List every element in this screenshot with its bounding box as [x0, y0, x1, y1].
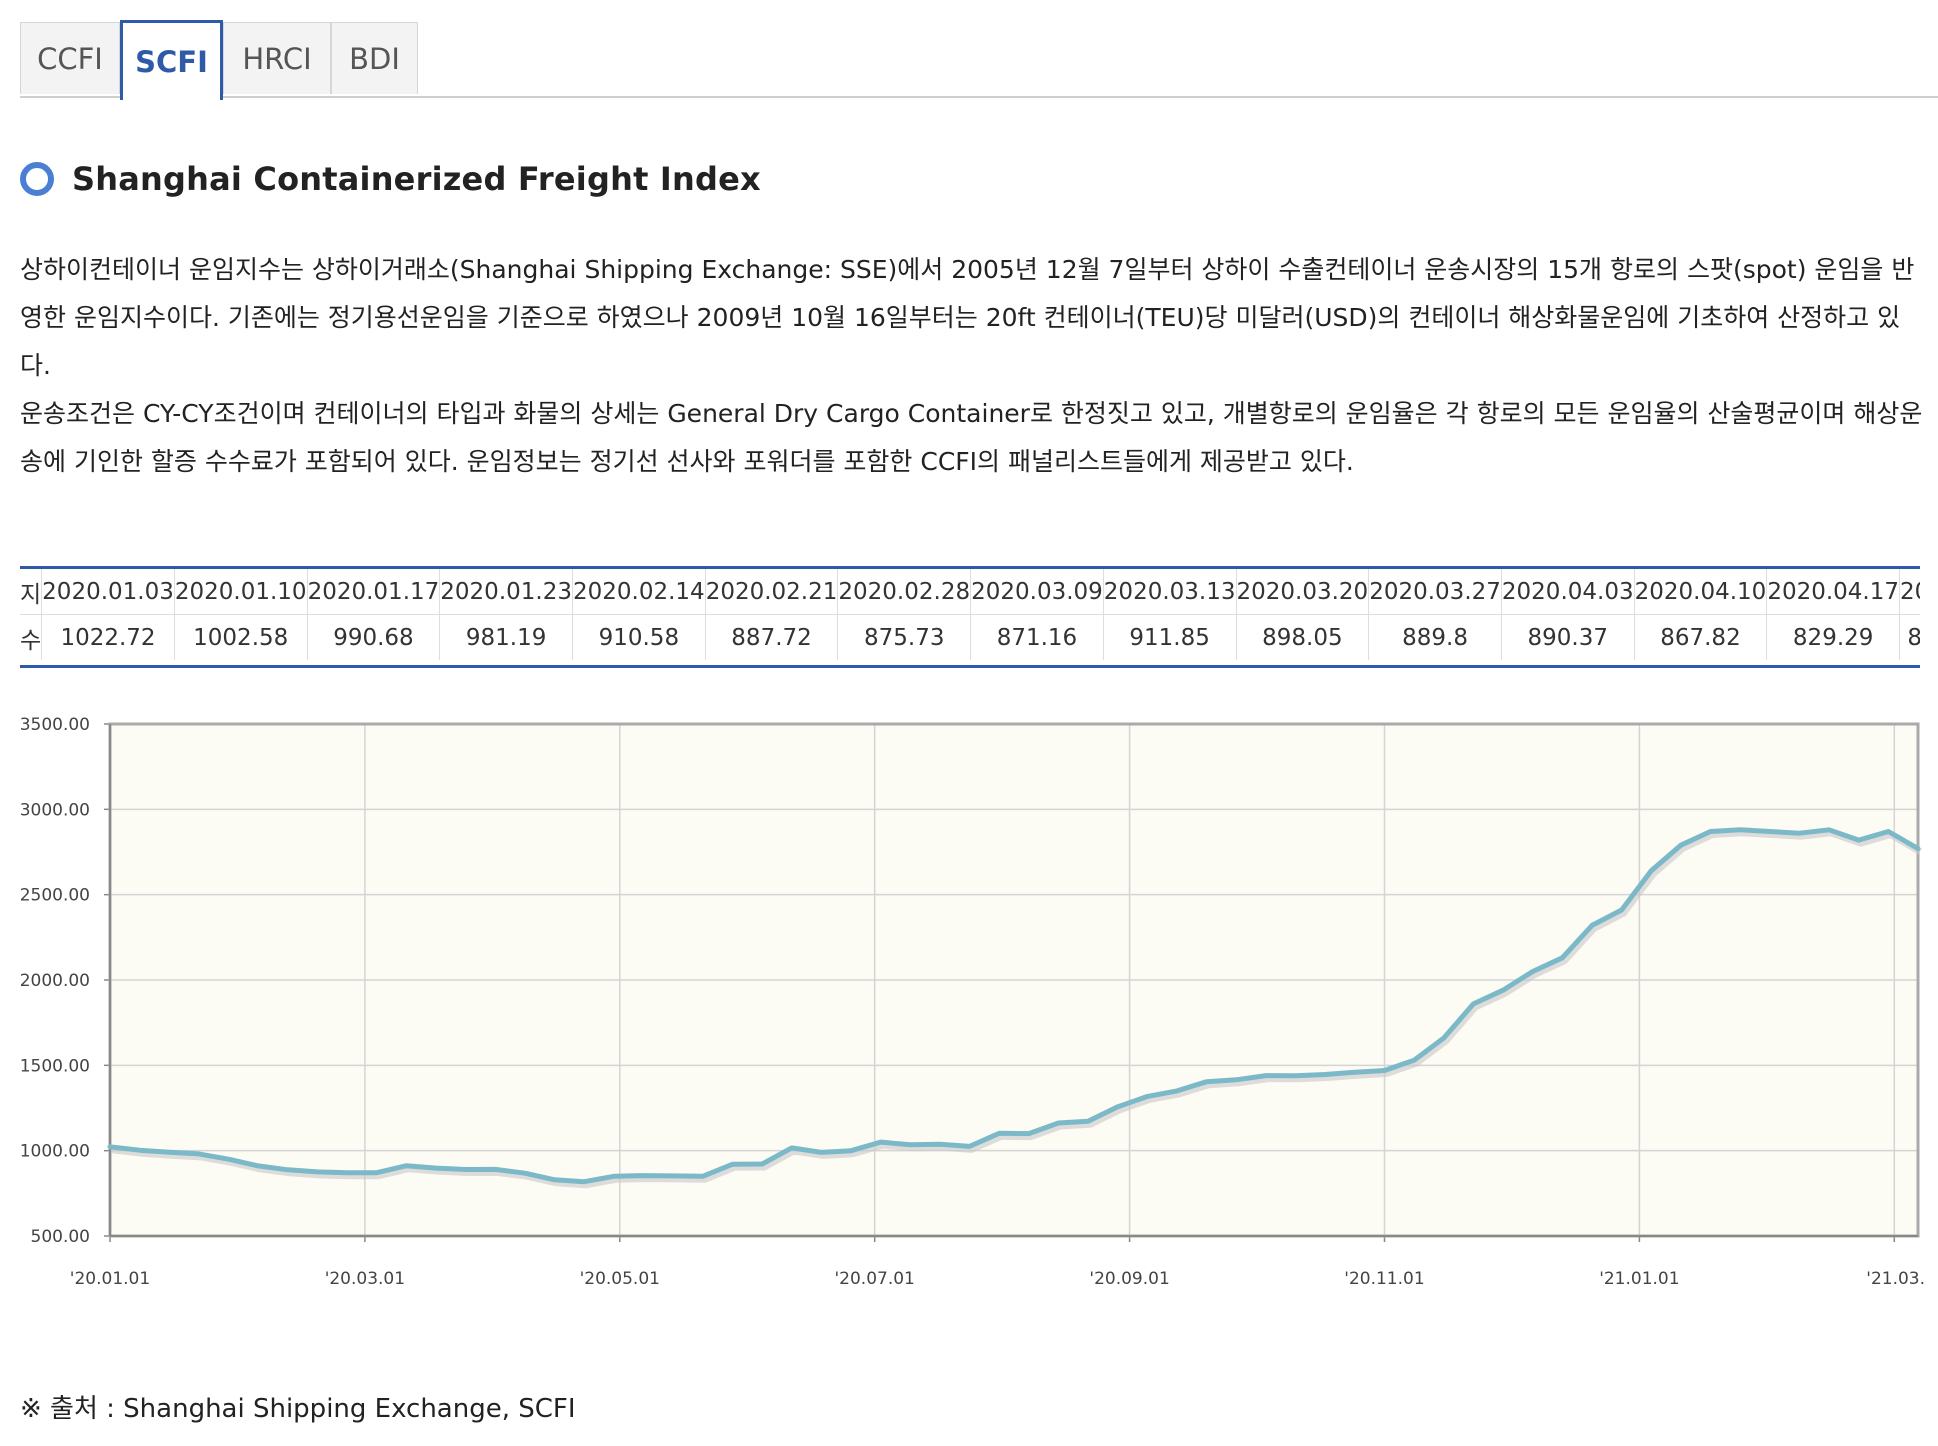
table-date-cell: 2020.01.03	[41, 569, 175, 615]
table-date-cell: 2020.01.17	[307, 569, 441, 615]
index-table: 지 2020.01.03 2020.01.10 2020.01.17 2020.01.…	[20, 566, 1920, 668]
description-paragraph-2: 운송조건은 CY-CY조건이며 컨테이너의 타입과 화물의 상세는 Genera…	[20, 399, 1923, 476]
table-date-cell: 2020.02.14	[572, 569, 706, 615]
table-value-cell: 1022.72	[41, 614, 175, 660]
y-tick-label: 3000.00	[20, 800, 90, 820]
table-value-cell: 829.29	[1766, 614, 1901, 660]
table-value-cell: 910.58	[572, 614, 706, 660]
table-value-cell: 871.16	[970, 614, 1104, 660]
table-date-cell: 2020.04.10	[1634, 569, 1768, 615]
section-heading: Shanghai Containerized Freight Index	[20, 160, 761, 198]
circle-bullet-icon	[20, 162, 54, 196]
x-tick-label: '20.11.01	[1344, 1269, 1424, 1289]
tab-scfi[interactable]: SCFI	[120, 20, 223, 100]
y-tick-label: 2000.00	[20, 971, 90, 991]
scfi-line-chart: 3500.00 3000.00 2500.00 2000.00 1500.00 1000.…	[20, 715, 1925, 1289]
description: 상하이컨테이너 운임지수는 상하이거래소(Shanghai Shipping E…	[20, 246, 1925, 486]
table-date-cell: 2020.01.10	[174, 569, 308, 615]
table-value-cell: 875.73	[837, 614, 972, 660]
table-date-cell: 2020.02.21	[705, 569, 839, 615]
table-value-cell: 818.16	[1899, 614, 1920, 660]
y-tick-label: 3500.00	[20, 715, 90, 735]
table-date-cell: 2020.02.28	[837, 569, 972, 615]
y-tick-label: 1000.00	[20, 1142, 90, 1162]
table-date-cell: 2020.04.03	[1501, 569, 1635, 615]
table-date-cell: 2020.03.20	[1236, 569, 1370, 615]
series-line-shadow	[111, 829, 1922, 1189]
x-tick-label: '20.07.01	[834, 1269, 914, 1289]
table-value-cell: 898.05	[1236, 614, 1370, 660]
table-value-cell: 890.37	[1501, 614, 1635, 660]
tab-ccfi[interactable]: CCFI	[20, 22, 120, 94]
x-tick-label: '20.03.01	[325, 1269, 405, 1289]
table-value-cell: 1002.58	[174, 614, 308, 660]
y-tick-label: 500.00	[31, 1227, 90, 1247]
table-value-cell: 887.72	[705, 614, 839, 660]
x-tick-label: '20.01.01	[70, 1269, 150, 1289]
table-value-cell: 889.8	[1368, 614, 1502, 660]
x-tick-label: '20.09.01	[1089, 1269, 1169, 1289]
y-tick-label: 1500.00	[20, 1056, 90, 1076]
table-date-cell: 2020.04.17	[1766, 569, 1901, 615]
table-date-cell: 2020.03.09	[970, 569, 1104, 615]
table-header-bottom: 수	[20, 614, 43, 660]
table-value-cell: 867.82	[1634, 614, 1768, 660]
source-note: ※ 출처 : Shanghai Shipping Exchange, SCFI	[20, 1394, 576, 1424]
table-value-cell: 911.85	[1103, 614, 1237, 660]
table-value-cell: 981.19	[439, 614, 573, 660]
description-paragraph-1: 상하이컨테이너 운임지수는 상하이거래소(Shanghai Shipping E…	[20, 255, 1915, 380]
x-tick-label: '21.01.01	[1599, 1269, 1679, 1289]
tab-bdi[interactable]: BDI	[331, 22, 418, 94]
tab-hrci[interactable]: HRCI	[223, 22, 331, 94]
table-date-cell: 2020.03.27	[1368, 569, 1502, 615]
index-tabs: CCFI SCFI HRCI BDI	[20, 20, 1938, 100]
x-tick-label: '21.03.	[1866, 1269, 1925, 1289]
x-tick-label: '20.05.01	[580, 1269, 660, 1289]
table-header-top: 지	[20, 569, 43, 615]
table-value-cell: 990.68	[307, 614, 441, 660]
table-date-cell: 2020.04	[1899, 569, 1920, 615]
y-tick-label: 2500.00	[20, 886, 90, 906]
table-date-cell: 2020.03.13	[1103, 569, 1237, 615]
table-date-cell: 2020.01.23	[439, 569, 573, 615]
page-title: Shanghai Containerized Freight Index	[72, 160, 761, 198]
series-line	[107, 827, 1921, 1185]
